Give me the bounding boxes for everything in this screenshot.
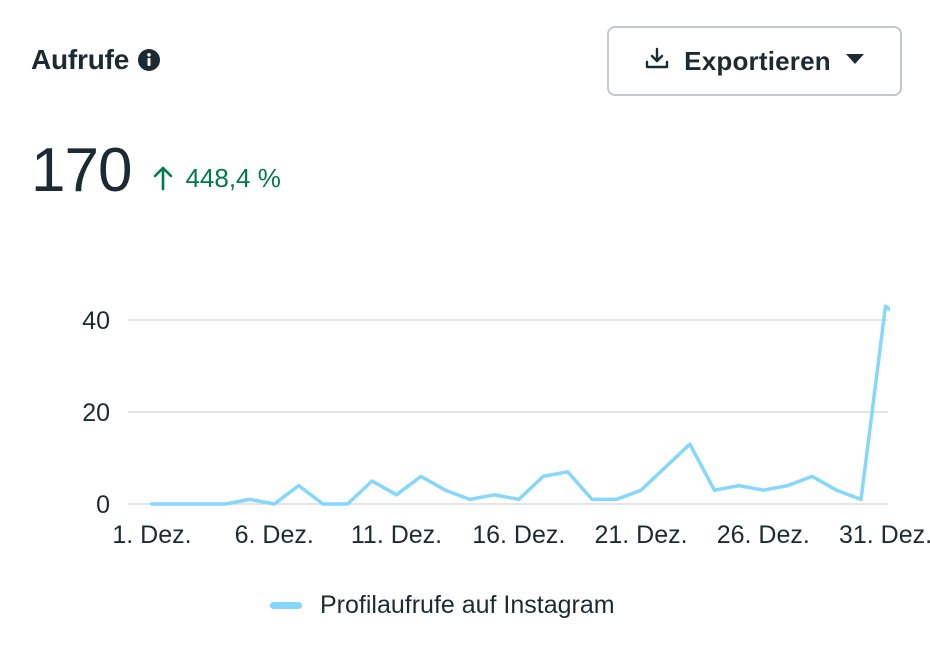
metric-change: 448,4 %	[151, 162, 281, 194]
x-tick-label: 21. Dez.	[594, 521, 687, 549]
y-tick-label: 20	[82, 399, 110, 427]
legend-label: Profilaufrufe auf Instagram	[320, 591, 615, 619]
series-line	[150, 304, 890, 506]
metric-summary: 170 448,4 %	[31, 135, 281, 206]
y-tick-label: 0	[96, 491, 110, 519]
arrow-up-icon	[151, 165, 175, 191]
info-icon[interactable]	[137, 48, 161, 72]
chart-legend: Profilaufrufe auf Instagram	[270, 591, 615, 620]
y-tick-label: 40	[82, 307, 110, 335]
chart-title: Aufrufe	[31, 44, 130, 75]
line-chart: 0 20 40 1. Dez. 6. Dez. 11. Dez. 16. Dez. 21. D…	[82, 304, 930, 549]
x-tick-label: 31. Dez.	[839, 521, 930, 549]
chart-header: Aufrufe	[31, 44, 161, 76]
download-icon	[644, 46, 670, 77]
caret-down-icon	[845, 52, 865, 71]
x-tick-label: 6. Dez.	[235, 521, 314, 549]
metric-value: 170	[31, 136, 132, 205]
metric-change-value: 448,4 %	[185, 162, 281, 193]
export-button[interactable]: Exportieren	[607, 26, 902, 96]
export-label: Exportieren	[684, 45, 831, 76]
x-tick-label: 1. Dez.	[112, 521, 191, 549]
x-tick-label: 26. Dez.	[717, 521, 810, 549]
legend-swatch	[270, 602, 302, 609]
x-tick-label: 16. Dez.	[472, 521, 565, 549]
x-tick-label: 11. Dez.	[351, 521, 442, 549]
